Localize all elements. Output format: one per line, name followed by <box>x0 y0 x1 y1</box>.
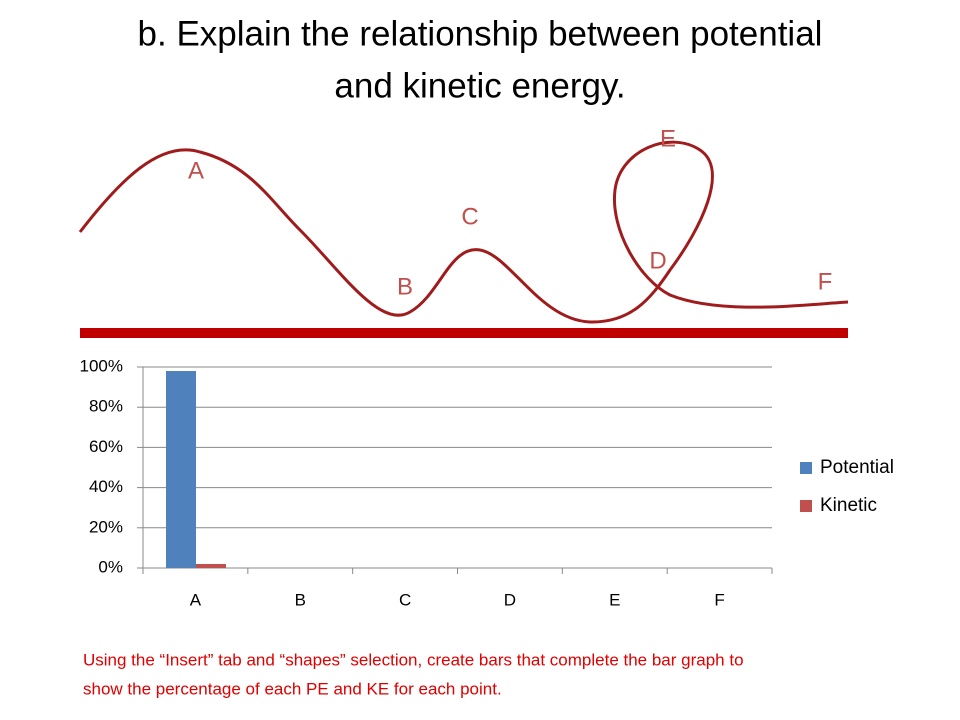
x-tick-label: D <box>504 590 516 609</box>
bar <box>166 371 196 568</box>
x-tick-label: F <box>714 590 724 609</box>
bar-chart: 0% 20% 40% 60% 80% 100% A B C D E F Potential Kinetic <box>80 356 894 609</box>
legend-swatch <box>800 500 812 512</box>
x-tick-label: B <box>295 590 306 609</box>
y-tick-label: 0% <box>98 557 123 576</box>
x-tick-label: E <box>609 590 620 609</box>
y-tick-label: 80% <box>89 397 123 416</box>
track <box>78 140 849 324</box>
bar <box>196 563 226 568</box>
y-tick-label: 100% <box>80 356 123 375</box>
track-label: F <box>818 268 833 295</box>
y-tick-label: 20% <box>89 517 123 536</box>
track-label: C <box>461 203 478 230</box>
track-label: D <box>649 247 666 274</box>
x-tick-label: C <box>399 590 411 609</box>
y-tick-label: 40% <box>89 477 123 496</box>
ground <box>80 328 848 338</box>
track-label: E <box>660 125 676 152</box>
legend-swatch <box>800 462 812 474</box>
instruction: Using the “Insert” tab and “shapes” sele… <box>83 650 744 669</box>
instruction: show the percentage of each PE and KE fo… <box>83 679 502 698</box>
y-tick-label: 60% <box>89 437 123 456</box>
x-tick-label: A <box>190 590 202 609</box>
title: and kinetic energy. <box>334 66 625 105</box>
legend-label: Kinetic <box>820 495 877 516</box>
legend-label: Potential <box>820 457 894 478</box>
track-label: A <box>188 157 204 184</box>
title: b. Explain the relationship between pote… <box>138 14 823 53</box>
track-label: B <box>397 273 413 300</box>
